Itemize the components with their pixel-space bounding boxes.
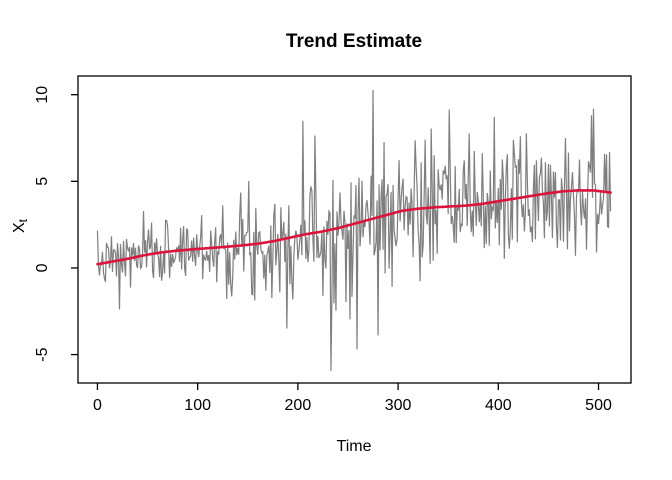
plot-border xyxy=(77,75,632,384)
y-axis: -5 0 5 10 xyxy=(34,86,78,362)
y-tick-label: -5 xyxy=(34,347,51,361)
y-tick-label: 0 xyxy=(34,263,51,272)
y-axis-label: Xt xyxy=(11,218,30,233)
x-axis-label: Time xyxy=(337,438,372,455)
y-tick-label: 5 xyxy=(34,177,51,186)
x-tick-label: 400 xyxy=(485,397,512,414)
x-tick-label: 300 xyxy=(385,397,412,414)
x-tick-label: 100 xyxy=(184,397,211,414)
x-tick-label: 200 xyxy=(285,397,312,414)
x-axis: 0 100 200 300 400 500 xyxy=(93,383,612,414)
y-tick-label: 10 xyxy=(34,86,51,104)
observed-series-line xyxy=(96,90,612,372)
x-tick-label: 500 xyxy=(585,397,612,414)
x-tick-label: 0 xyxy=(93,397,102,414)
chart-title: Trend Estimate xyxy=(286,31,422,52)
trend-line xyxy=(96,189,612,266)
